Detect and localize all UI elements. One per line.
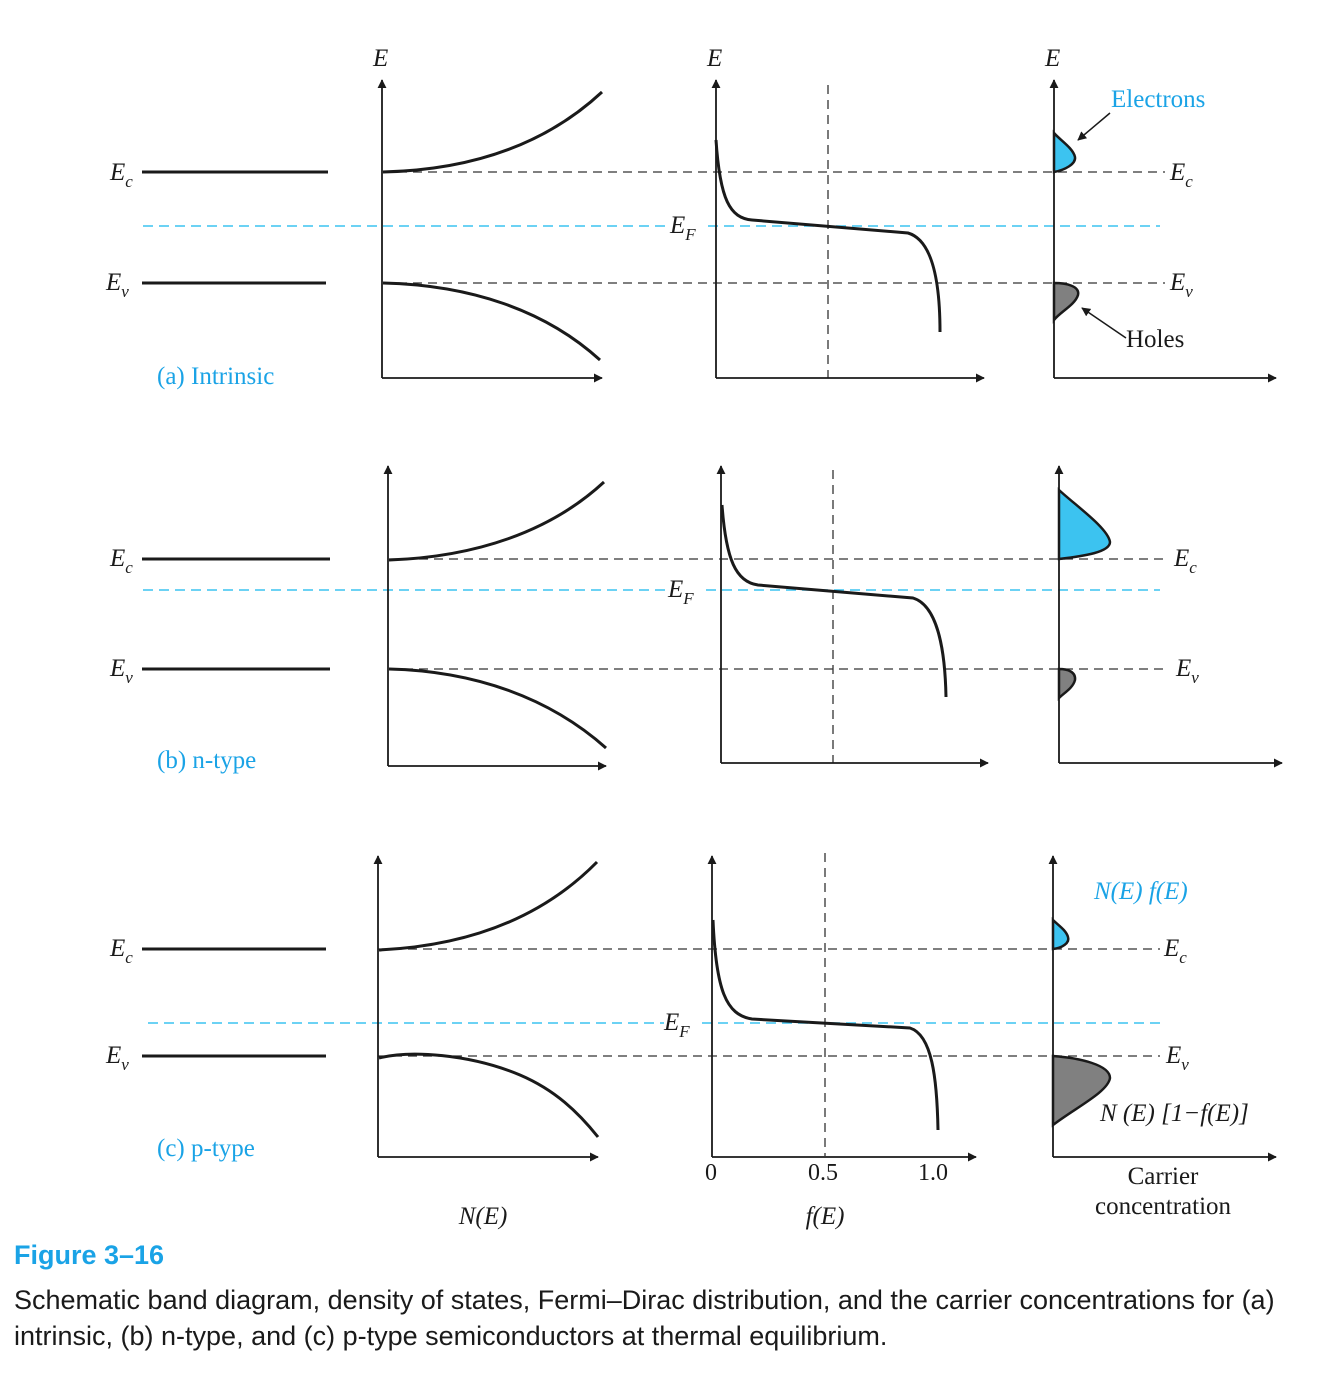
ev-label: Ev [1165,1042,1189,1074]
row-p-type: Ec Ev (c) p-type EF 0 0.5 1.0 N(E) f(E) … [105,853,1277,1186]
hole-concentration-label: N (E) [1−f(E)] [1099,1100,1249,1127]
tick-label-one: 1.0 [918,1160,948,1186]
dos-valence-curve [388,667,607,750]
row-label-p-type: (c) p-type [157,1135,255,1162]
ev-label: Ev [109,655,133,687]
fermi-dirac-curve [720,504,948,698]
dos-axis-title: N(E) [458,1203,508,1230]
ec-label: Ec [1173,545,1197,577]
energy-axis-label: E [706,45,722,72]
dos-valence-curve [378,1052,600,1138]
ef-label: EF [663,1009,690,1041]
holes-pointer-arrow [1081,307,1127,339]
ec-label: Ec [1163,935,1187,967]
ev-label: Ev [1169,269,1193,301]
ev-label: Ev [105,1042,129,1074]
electron-concentration-label: N(E) f(E) [1093,878,1188,905]
carrier-axis-title-line2: concentration [1095,1193,1232,1220]
hole-distribution [1057,667,1077,702]
ef-label: EF [667,576,694,608]
holes-label: Holes [1126,326,1184,353]
tick-label-half: 0.5 [808,1160,838,1186]
row-intrinsic: Ec Ev (a) Intrinsic EF E E E Electrons H… [105,45,1277,390]
row-n-type: Ec Ev (b) n-type EF Ec Ev [109,465,1283,774]
ev-label: Ev [1175,655,1199,687]
band-diagram-figure: Ec Ev (a) Intrinsic EF E E E Electrons H… [105,45,1283,1230]
fermi-axis-title: f(E) [806,1203,845,1230]
ec-label: Ec [109,545,133,577]
electrons-label: Electrons [1111,86,1205,113]
hole-distribution [1052,281,1080,324]
dos-conduction-curve [378,860,599,952]
fermi-dirac-curve [711,919,940,1131]
fermi-dirac-curve [714,139,942,333]
ec-label: Ec [1169,159,1193,191]
ec-label: Ec [109,935,133,967]
energy-axis-label: E [1044,45,1060,72]
carrier-axis-title-line1: Carrier [1128,1163,1199,1190]
ef-label: EF [669,212,696,244]
dos-conduction-curve [382,90,604,174]
ec-label: Ec [109,159,133,191]
figure-caption-title: Figure 3–16 [14,1240,165,1270]
tick-label-zero: 0 [705,1160,717,1186]
row-label-n-type: (b) n-type [157,747,256,774]
energy-axis-label: E [372,45,388,72]
dos-valence-curve [382,281,602,362]
electron-distribution [1052,129,1077,174]
row-label-intrinsic: (a) Intrinsic [157,363,274,390]
hole-distribution [1051,1054,1112,1128]
electron-distribution [1057,487,1112,561]
figure-caption-text: Schematic band diagram, density of state… [14,1285,1275,1351]
dos-conduction-curve [388,480,606,562]
ev-label: Ev [105,269,129,301]
electrons-pointer-arrow [1077,112,1111,141]
electron-distribution [1051,916,1070,951]
